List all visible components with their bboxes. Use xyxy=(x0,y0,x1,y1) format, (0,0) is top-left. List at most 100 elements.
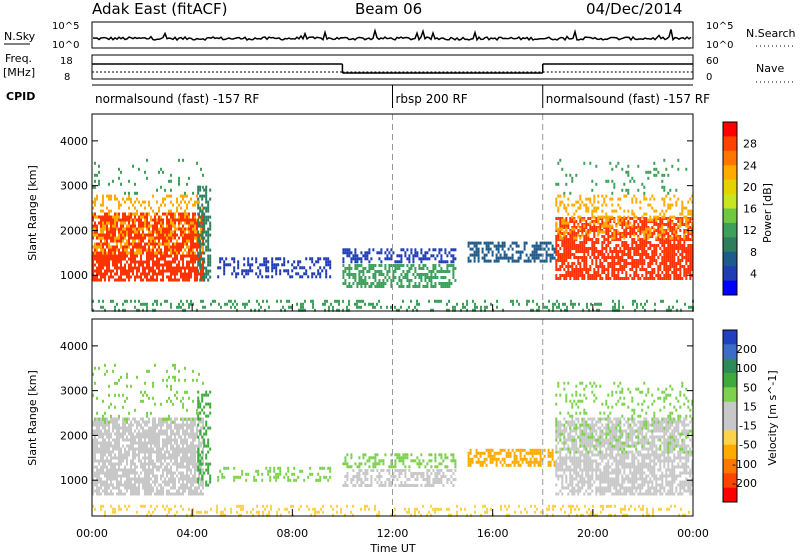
nsearch-tick-bottom: 10^0 xyxy=(706,40,733,51)
xtick-label-1: 04:00 xyxy=(176,527,208,540)
freq-unit-label: [MHz] xyxy=(3,66,35,79)
xtick-label-3: 12:00 xyxy=(377,527,409,540)
scatter-region-5 xyxy=(342,453,457,469)
colorbar-tick-7: -200 xyxy=(732,477,757,490)
colorbar-swatch-6 xyxy=(723,208,737,224)
scatter-region-8 xyxy=(555,217,694,280)
colorbar-tick-5: 8 xyxy=(750,246,757,259)
xtick-label-2: 08:00 xyxy=(276,527,308,540)
colorbar-tick-2: 50 xyxy=(743,381,757,394)
nsearch-tick-top: 10^5 xyxy=(706,21,733,32)
scatter-region-8 xyxy=(555,381,694,454)
colorbar-tick-3: 16 xyxy=(743,203,757,216)
colorbar-swatch-0 xyxy=(723,122,737,137)
nave-tick-top: 60 xyxy=(706,56,719,67)
freq-tick-top: 18 xyxy=(60,56,73,67)
power-panel: 1000 2000 3000 4000 Slant Range [km] 28 24 20… xyxy=(26,113,774,312)
cpid-label: CPID xyxy=(6,90,35,103)
colorbar-swatch-9 xyxy=(723,251,737,267)
colorbar-swatch-7 xyxy=(723,430,737,446)
colorbar-tick-6: -100 xyxy=(732,458,757,471)
colorbar-swatch-6 xyxy=(723,416,737,431)
scatter-region-4 xyxy=(342,469,457,487)
scatter-region-1 xyxy=(92,194,204,255)
scatter-region-4 xyxy=(217,257,332,279)
colorbar-swatch-11 xyxy=(723,487,737,503)
colorbar-tick-5: -50 xyxy=(739,439,757,452)
colorbar-swatch-8 xyxy=(723,444,737,460)
scatter-region-6 xyxy=(467,448,556,467)
colorbar-tick-1: 24 xyxy=(743,159,757,172)
colorbar-swatch-9 xyxy=(723,459,737,474)
velocity-colorbar-label: Velocity [m s^-1] xyxy=(766,370,779,465)
power-ylabel: Slant Range [km] xyxy=(26,165,39,261)
scatter-region-9 xyxy=(92,504,690,517)
nsky-tick-top: 10^5 xyxy=(52,21,79,32)
colorbar-swatch-0 xyxy=(723,330,737,345)
colorbar-tick-1: 100 xyxy=(736,362,757,375)
nsky-tick-bottom: 10^0 xyxy=(52,40,79,51)
scatter-region-5 xyxy=(342,264,457,288)
colorbar-swatch-1 xyxy=(723,344,737,360)
colorbar-swatch-2 xyxy=(723,358,737,374)
scatter-region-11 xyxy=(92,299,694,312)
scatter-region-3 xyxy=(217,466,332,482)
colorbar-tick-4: -15 xyxy=(739,420,757,433)
beam-label: Beam 06 xyxy=(355,0,422,18)
colorbar-swatch-11 xyxy=(723,280,737,296)
scatter-region-6 xyxy=(342,248,457,264)
colorbar-swatch-10 xyxy=(723,473,737,489)
nave-label: Nave xyxy=(756,62,784,75)
colorbar-swatch-5 xyxy=(723,194,737,209)
scatter-region-2 xyxy=(197,390,212,487)
scatter-region-0 xyxy=(92,417,204,496)
cpid-segment-0: normalsound (fast) -157 RF xyxy=(95,92,259,106)
power-colorbar-label: Power [dB] xyxy=(761,183,774,243)
colorbar-swatch-2 xyxy=(723,150,737,166)
nsky-series xyxy=(92,28,692,42)
colorbar-swatch-5 xyxy=(723,401,737,417)
ytick-label-2: 3000 xyxy=(60,385,88,398)
xtick-label-6: 00:00 xyxy=(677,527,709,540)
xtick-label-5: 20:00 xyxy=(577,527,609,540)
ytick-label-0: 1000 xyxy=(60,269,88,282)
colorbar-swatch-1 xyxy=(723,136,737,152)
freq-label: Freq. xyxy=(5,52,32,65)
velocity-ylabel: Slant Range [km] xyxy=(26,370,39,466)
ytick-label-1: 2000 xyxy=(60,429,88,442)
freq-tick-bottom: 8 xyxy=(64,72,70,83)
xtick-label-4: 16:00 xyxy=(477,527,509,540)
colorbar-tick-3: 15 xyxy=(743,400,757,413)
colorbar-swatch-4 xyxy=(723,387,737,403)
scatter-region-3 xyxy=(197,185,212,282)
colorbar-swatch-3 xyxy=(723,373,737,388)
scatter-region-9 xyxy=(555,194,694,240)
ytick-label-1: 2000 xyxy=(60,224,88,237)
colorbar-tick-0: 28 xyxy=(743,138,757,151)
ytick-label-3: 4000 xyxy=(60,340,88,353)
velocity-panel: 1000 2000 3000 4000 Slant Range [km] 200 100… xyxy=(26,318,779,517)
colorbar-tick-2: 20 xyxy=(743,181,757,194)
title: Adak East (fitACF) xyxy=(92,0,227,18)
xaxis-label: Time UT xyxy=(369,542,415,554)
xtick-label-0: 00:00 xyxy=(76,527,108,540)
ytick-label-3: 4000 xyxy=(60,135,88,148)
scatter-region-1 xyxy=(92,363,204,424)
time-axis: 00:00 04:00 08:00 12:00 16:00 20:00 00:00 xyxy=(76,304,709,540)
nsky-label: N.Sky xyxy=(4,30,36,43)
colorbar-tick-4: 12 xyxy=(743,224,757,237)
nave-tick-bottom: 0 xyxy=(706,72,712,83)
date-label: 04/Dec/2014 xyxy=(586,0,682,18)
colorbar-swatch-8 xyxy=(723,237,737,253)
scatter-region-7 xyxy=(467,241,556,263)
colorbar-swatch-3 xyxy=(723,165,737,181)
freq-series xyxy=(92,63,693,74)
scatter-region-2 xyxy=(92,158,204,195)
colorbar-swatch-4 xyxy=(723,179,737,195)
colorbar-frame xyxy=(722,121,738,296)
cpid-segment-1: rbsp 200 RF xyxy=(396,92,468,106)
nsky-panel: N.Sky 10^5 10^0 10^5 10^0 N.Search xyxy=(4,21,796,51)
colorbar-tick-0: 200 xyxy=(736,343,757,356)
colorbar-swatch-10 xyxy=(723,266,737,282)
